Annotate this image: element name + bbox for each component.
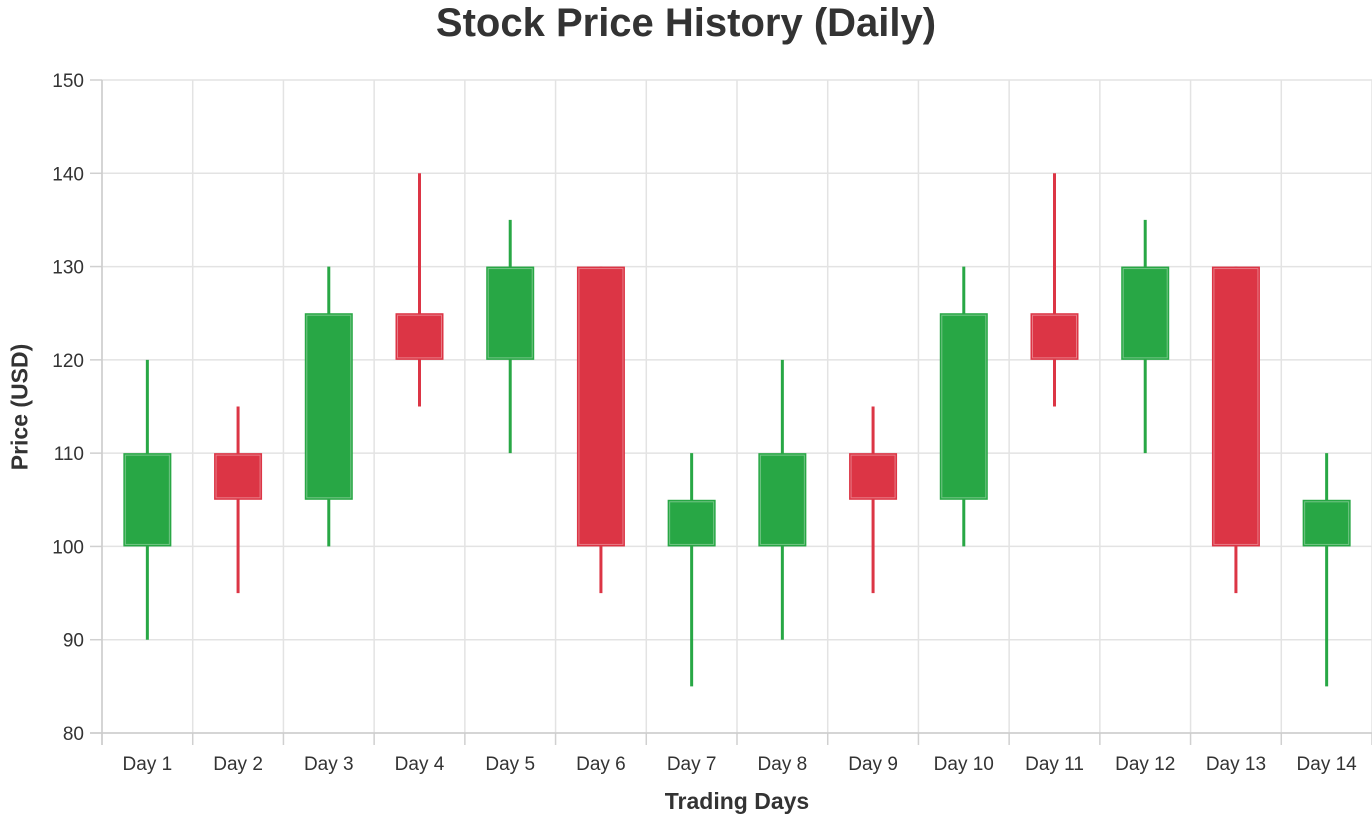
candle-body (304, 313, 353, 500)
y-tick-label: 80 (63, 724, 84, 745)
x-axis-label: Trading Days (664, 788, 810, 814)
x-tick-label: Day 1 (123, 754, 173, 775)
candle-body (395, 313, 444, 360)
x-tick-label: Day 8 (758, 754, 808, 775)
x-tick-label: Day 10 (934, 754, 994, 775)
candle-6 (576, 266, 625, 594)
x-tick-label: Day 6 (576, 754, 626, 775)
candle-body-highlight (941, 314, 987, 499)
x-tick-label: Day 11 (1025, 754, 1084, 775)
candle-body-highlight (1213, 268, 1259, 545)
candle-7 (667, 453, 716, 687)
axes: 80 90 100 110 120 130 140 150 Day 1 Day 2 Day 3 Day… (52, 71, 1372, 775)
y-tick-label: 110 (54, 444, 84, 465)
y-tick-label: 150 (52, 71, 84, 92)
candle-body-highlight (215, 454, 261, 499)
x-tick-label: Day 5 (485, 754, 535, 775)
x-tick-label: Day 13 (1206, 754, 1266, 775)
candle-body-highlight (1304, 501, 1350, 545)
candle-body (758, 453, 807, 547)
candle-10 (939, 266, 988, 547)
x-tick-label: Day 14 (1297, 754, 1358, 775)
candle-body (576, 266, 625, 547)
candle-2 (214, 406, 263, 594)
candle-body (1302, 499, 1351, 547)
candle-4 (395, 173, 444, 407)
candle-body (214, 453, 263, 500)
candle-body (1030, 313, 1079, 360)
candle-body-highlight (306, 314, 352, 499)
candle-8 (758, 359, 807, 640)
candle-1 (123, 359, 172, 640)
candle-9 (849, 406, 898, 594)
x-tick-label: Day 2 (213, 754, 263, 775)
candle-body-highlight (669, 501, 715, 545)
candle-11 (1030, 173, 1079, 407)
x-tick-label: Day 7 (667, 754, 717, 775)
x-tick-label: Day 4 (395, 754, 445, 775)
candle-body-highlight (487, 268, 533, 359)
x-tick-label: Day 3 (304, 754, 354, 775)
candle-body-highlight (850, 454, 896, 499)
y-tick-label: 100 (52, 537, 84, 558)
candle-body (667, 499, 716, 547)
y-tick-label: 120 (52, 351, 84, 372)
candle-body (123, 453, 172, 547)
candle-12 (1121, 219, 1170, 454)
candle-body-highlight (124, 454, 170, 545)
chart-title: Stock Price History (Daily) (435, 1, 937, 45)
candle-14 (1302, 453, 1351, 687)
grid-lines (101, 79, 1372, 734)
x-tick-label: Day 9 (848, 754, 898, 775)
candle-3 (304, 266, 353, 547)
candle-body (939, 313, 988, 500)
candle-body-highlight (759, 454, 805, 545)
candle-body (1211, 266, 1260, 547)
candle-body (849, 453, 898, 500)
y-tick-label: 130 (52, 258, 84, 279)
candles (123, 173, 1351, 687)
candle-body-highlight (397, 314, 442, 359)
candle-13 (1211, 266, 1260, 594)
y-tick-label: 140 (52, 164, 84, 185)
candle-5 (486, 219, 535, 454)
candle-body-highlight (1032, 314, 1077, 359)
candle-body-highlight (1122, 268, 1168, 359)
candle-body (486, 266, 535, 360)
y-tick-label: 90 (63, 631, 84, 652)
candle-body (1121, 266, 1170, 360)
candle-body-highlight (578, 268, 624, 545)
x-tick-label: Day 12 (1115, 754, 1175, 775)
